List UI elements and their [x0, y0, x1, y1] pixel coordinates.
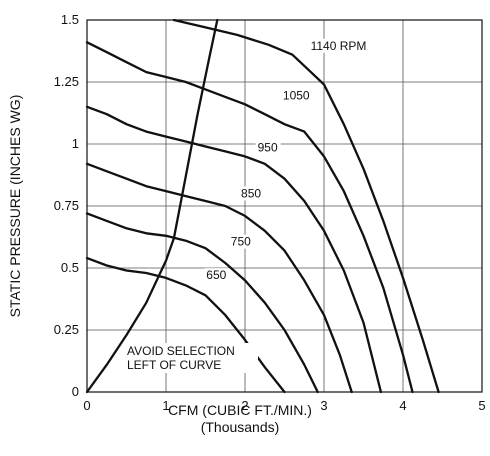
y-tick-label: 0.5 — [61, 260, 79, 275]
curve-label-bg — [280, 88, 313, 103]
curve-label-bg — [255, 140, 281, 155]
y-tick-label: 0.25 — [54, 322, 79, 337]
x-tick-label: 4 — [399, 398, 406, 413]
y-axis-ticks: 0 0.25 0.5 0.75 1 1.25 1.5 — [54, 12, 79, 399]
rpm-curve-label: 1050 — [283, 88, 310, 102]
x-axis-subtitle: (Thousands) — [201, 419, 280, 435]
rpm-curve-label: 650 — [206, 268, 226, 282]
x-tick-label: 3 — [320, 398, 327, 413]
annotation-bg — [124, 343, 258, 373]
rpm-curve-line — [85, 105, 383, 394]
x-tick-label: 5 — [478, 398, 485, 413]
rpm-curve-line — [85, 162, 353, 394]
annotation-line-2: LEFT OF CURVE — [127, 358, 221, 372]
rpm-curve-label: 750 — [231, 235, 251, 249]
curve-label-bg — [239, 186, 265, 201]
annotation-line-1: AVOID SELECTION — [127, 344, 235, 358]
rpm-curve-label: 850 — [241, 186, 261, 200]
x-tick-label: 0 — [83, 398, 90, 413]
y-tick-label: 1.5 — [61, 12, 79, 27]
rpm-curve-line — [172, 18, 440, 394]
rpm-curve-line — [85, 212, 319, 394]
avoid-selection-boundary-line — [85, 18, 219, 394]
y-tick-label: 0.75 — [54, 198, 79, 213]
rpm-curve-line — [85, 41, 414, 394]
x-tick-label: 1 — [162, 398, 169, 413]
y-tick-label: 1 — [72, 136, 79, 151]
x-axis-title: CFM (CUBIC FT./MIN.) — [168, 402, 312, 418]
rpm-curve-label: 950 — [258, 140, 278, 154]
y-axis-title: STATIC PRESSURE (INCHES WG) — [7, 95, 23, 318]
curve-label-bg — [308, 38, 369, 53]
y-tick-label: 0 — [72, 384, 79, 399]
series-labels: 650 750 850 950 1050 1140 RPM — [204, 38, 369, 283]
curve-label-bg — [204, 268, 230, 283]
rpm-curve-label: 1140 RPM — [311, 39, 367, 53]
curve-label-bg — [228, 234, 254, 249]
x-tick-label: 2 — [241, 398, 248, 413]
series-lines — [85, 18, 440, 394]
y-tick-label: 1.25 — [54, 74, 79, 89]
x-axis-ticks: 0 1 2 3 4 5 — [83, 398, 485, 413]
